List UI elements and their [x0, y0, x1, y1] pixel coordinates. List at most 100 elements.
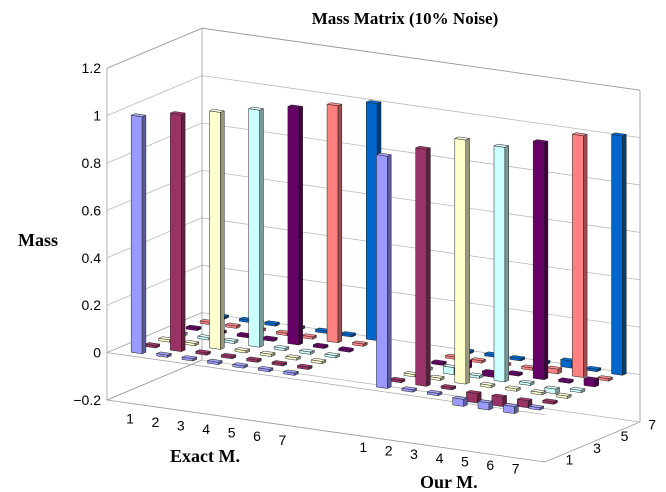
bar-top-face [440, 384, 457, 388]
bar-front-face [491, 395, 504, 407]
column-tick-label: 2 [152, 414, 160, 430]
z-tick-label: −0.2 [73, 392, 101, 408]
bar-top-face [479, 381, 496, 386]
bar-top-face [273, 345, 290, 349]
bar-top-face [583, 376, 600, 381]
chart-frame [106, 27, 641, 463]
bar-top-face [261, 335, 279, 340]
group-label-our: Our M. [420, 472, 478, 492]
bar-top-face [224, 322, 242, 327]
bar-side-face [504, 145, 509, 383]
left-wall-gridline [106, 264, 203, 306]
bar-top-face [465, 390, 483, 394]
bar-top-face [231, 362, 249, 367]
bar-top-face [571, 132, 589, 137]
bar-front-face [326, 103, 339, 344]
bar-top-face [508, 355, 526, 359]
left-wall-gridline [106, 75, 203, 116]
right-floor-edge [544, 421, 641, 463]
bar-top-face [477, 399, 494, 404]
column-tick-label: 3 [177, 417, 185, 433]
bar-front-face [209, 110, 221, 350]
bar-front-face [611, 134, 623, 376]
bar-top-face [271, 360, 288, 364]
bar-top-face [351, 340, 369, 345]
column-tick-label: 6 [486, 457, 494, 473]
bar-top-face [257, 366, 274, 370]
bar-top-face [208, 109, 226, 113]
tick-labels: −0.2 0 0.2 0.4 0.6 0.8 1 1.2 1 2 3 4 5 6 7 1 2 3 4 5 6 7 1 3 5 7 [73, 60, 656, 476]
bar-top-face [541, 398, 559, 403]
bar-top-face [430, 359, 448, 364]
back-wall-gridline [201, 75, 641, 138]
bar-top-face [365, 100, 382, 104]
left-wall-gridline [106, 170, 203, 211]
bar-top-face [312, 342, 329, 347]
group-label-exact: Exact M. [170, 446, 240, 466]
bar-front-face [287, 106, 300, 346]
bar-top-face [130, 113, 147, 118]
back-wall-top-edge [201, 27, 641, 91]
bar-top-face [543, 385, 561, 390]
bar-top-face [610, 132, 628, 137]
bar-top-face [286, 104, 304, 109]
bar-front-face [365, 101, 378, 341]
row-tick-label: 3 [593, 440, 601, 456]
bar-top-face [490, 393, 508, 398]
bar-top-face [569, 386, 586, 391]
z-tick-label: 0 [93, 345, 101, 361]
bar-top-face [284, 354, 302, 359]
bar-top-face [555, 392, 573, 397]
bar-side-face [387, 154, 392, 389]
bar-top-face [389, 376, 406, 381]
bar-top-face [426, 389, 443, 394]
column-tick-label: 7 [512, 461, 520, 477]
column-tick-label: 4 [436, 450, 444, 466]
bar-top-face [596, 375, 614, 380]
bar-side-face [259, 108, 264, 348]
bar-top-face [310, 358, 327, 362]
bar-top-face [400, 386, 418, 391]
bar-top-face [504, 385, 522, 390]
z-tick-label: 1 [93, 108, 101, 124]
bar-top-face [428, 374, 446, 379]
row-tick-label: 7 [648, 417, 656, 433]
z-tick-label: 0.2 [82, 297, 102, 313]
bar-top-face [453, 136, 471, 141]
bar-top-face [155, 351, 173, 356]
bar-top-face [220, 353, 237, 357]
bar-top-face [169, 111, 187, 115]
bar-front-face [572, 133, 584, 378]
bar-top-face [323, 352, 341, 356]
bar-top-face [222, 337, 239, 342]
zero-plane-front [106, 352, 546, 415]
bar-top-face [245, 356, 263, 361]
bar-top-face [469, 357, 487, 362]
bar-side-face [583, 133, 588, 378]
column-tick-label: 4 [202, 421, 210, 437]
z-tick-label: 0.8 [82, 155, 102, 171]
bar-top-face [234, 347, 251, 351]
column-tick-label: 5 [228, 425, 236, 441]
bar-front-face [415, 147, 427, 387]
bar-top-face [337, 346, 355, 351]
bar-top-face [546, 365, 563, 370]
left-wall-gridline [106, 122, 203, 164]
bar-side-face [426, 147, 431, 387]
bar-side-face [543, 140, 549, 381]
left-floor-edge [106, 359, 203, 401]
bar-top-face [502, 403, 520, 407]
bar-top-face [247, 106, 265, 111]
bar-front-face [376, 154, 388, 389]
bar-top-face [194, 349, 212, 354]
bar-front-face [493, 145, 506, 383]
bar-top-face [206, 358, 224, 363]
bar-top-face [181, 355, 198, 359]
bar-top-face [298, 348, 316, 353]
bar-top-face [557, 377, 575, 382]
bar-top-face [493, 143, 510, 148]
bar-top-face [451, 395, 469, 400]
bar-side-face [181, 112, 186, 353]
bar-top-face [530, 389, 547, 393]
